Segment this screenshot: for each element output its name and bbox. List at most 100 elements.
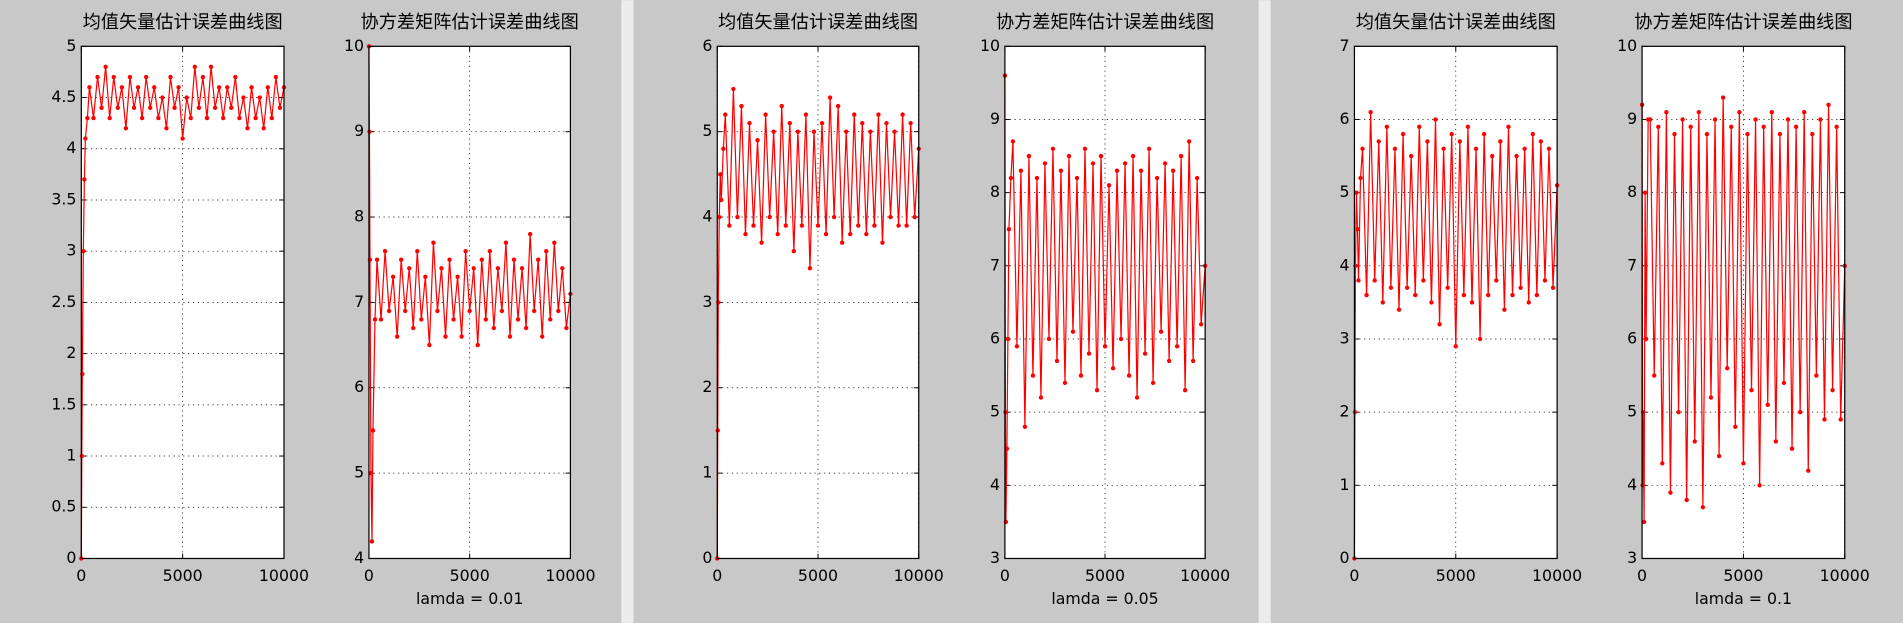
data-point <box>1761 124 1766 129</box>
data-point <box>123 126 129 131</box>
data-point <box>237 115 242 121</box>
data-point <box>721 146 726 151</box>
data-point <box>447 257 452 262</box>
data-point <box>717 214 722 220</box>
y-tick-label: 1 <box>66 446 76 465</box>
data-point <box>718 172 723 177</box>
axes-frame <box>716 45 920 560</box>
data-point <box>731 86 736 92</box>
data-point <box>411 325 416 331</box>
x-tick-label: 0 <box>712 566 722 585</box>
data-point <box>1364 292 1369 298</box>
y-tick-label: 1 <box>1340 475 1350 494</box>
data-point <box>1034 175 1040 181</box>
data-point <box>1090 161 1096 166</box>
data-point <box>852 112 857 117</box>
data-point <box>747 120 752 126</box>
data-point <box>382 248 388 254</box>
chart-title: 协方差矩阵估计误差曲线图 <box>361 12 579 33</box>
data-point <box>1546 146 1552 151</box>
data-point <box>1400 131 1406 137</box>
data-point <box>1050 146 1056 151</box>
data-point <box>564 325 569 331</box>
data-point <box>1162 161 1168 166</box>
data-point <box>1664 109 1669 115</box>
y-tick-label: 2.5 <box>51 292 76 311</box>
data-point <box>759 240 764 245</box>
data-point <box>515 317 521 322</box>
data-point <box>1712 117 1718 122</box>
data-point <box>1126 373 1132 378</box>
y-tick-label: 1.5 <box>51 394 76 413</box>
data-point <box>552 240 557 245</box>
y-tick-label: 4 <box>1340 255 1350 274</box>
data-point <box>523 325 529 331</box>
data-line <box>716 88 920 559</box>
y-tick-label: 5 <box>990 402 1000 421</box>
data-point <box>560 266 565 271</box>
data-line <box>368 46 572 542</box>
data-point <box>811 129 817 134</box>
data-point <box>1074 175 1080 181</box>
data-point <box>1550 285 1556 290</box>
data-point <box>1186 139 1192 144</box>
y-tick-label: 0 <box>66 548 76 567</box>
data-point <box>439 266 444 271</box>
chart-title: 均值矢量估计误差曲线图 <box>83 12 283 33</box>
data-point <box>1094 388 1100 393</box>
data-point <box>495 266 501 271</box>
data-point <box>1166 358 1172 364</box>
y-tick-label: 4 <box>66 138 76 157</box>
axes-frame <box>1641 45 1846 560</box>
data-point <box>727 223 732 228</box>
data-point <box>739 103 744 109</box>
data-point <box>831 214 837 220</box>
data-point <box>1688 124 1693 129</box>
data-point <box>184 95 189 100</box>
data-point <box>111 74 116 80</box>
data-point <box>1696 109 1702 115</box>
data-point <box>463 248 468 254</box>
y-tick-label: 7 <box>1340 36 1350 55</box>
y-tick-label: 4 <box>702 207 712 226</box>
data-point <box>1514 153 1519 159</box>
y-tick-label: 7 <box>354 292 364 311</box>
data-point <box>827 95 833 100</box>
data-point <box>103 64 108 69</box>
data-point <box>257 95 262 100</box>
data-point <box>1190 358 1196 364</box>
x-tick-label: 5000 <box>1085 566 1125 585</box>
data-point <box>503 240 509 245</box>
data-point <box>519 266 525 271</box>
y-tick-label: 3 <box>702 292 712 311</box>
data-point <box>1672 131 1677 137</box>
data-point <box>1158 329 1164 334</box>
data-point <box>1753 117 1758 122</box>
data-point <box>1355 227 1360 232</box>
data-line <box>1641 97 1846 522</box>
x-tick-label: 5000 <box>1723 566 1763 585</box>
data-point <box>419 317 424 322</box>
data-point <box>160 95 165 100</box>
data-point <box>261 126 266 131</box>
data-point <box>1392 146 1398 151</box>
axes-frame <box>368 45 572 560</box>
data-point <box>1725 366 1730 371</box>
data-point <box>1510 292 1515 298</box>
data-point <box>535 257 541 262</box>
data-point <box>1004 446 1010 451</box>
data-point <box>892 129 897 134</box>
data-point <box>548 317 553 322</box>
data-point <box>1042 161 1048 166</box>
data-point <box>1134 395 1140 400</box>
data-point <box>896 223 901 228</box>
data-point <box>1789 446 1795 451</box>
x-tick-label: 5000 <box>450 566 490 585</box>
y-tick-label: 10 <box>344 36 364 55</box>
data-point <box>265 85 270 90</box>
data-point <box>1372 278 1377 283</box>
data-point <box>156 115 161 121</box>
data-point <box>1441 146 1446 151</box>
data-point <box>192 64 197 69</box>
